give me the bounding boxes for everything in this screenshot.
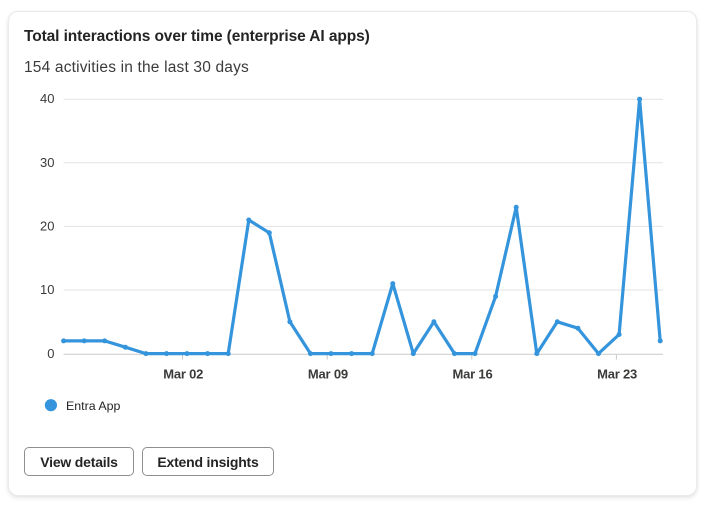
svg-text:Mar 09: Mar 09 [308, 367, 348, 382]
svg-text:0: 0 [47, 346, 54, 361]
svg-text:Mar 23: Mar 23 [597, 367, 637, 382]
svg-text:40: 40 [40, 91, 54, 106]
svg-text:Mar 16: Mar 16 [453, 367, 493, 382]
svg-text:10: 10 [40, 282, 54, 297]
svg-text:Mar 02: Mar 02 [163, 367, 203, 382]
svg-text:20: 20 [40, 219, 54, 234]
svg-text:30: 30 [40, 155, 54, 170]
